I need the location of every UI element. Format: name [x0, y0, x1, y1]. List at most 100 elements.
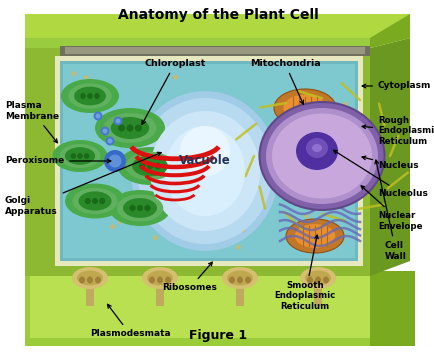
Ellipse shape [87, 277, 93, 283]
Text: Golgi
Apparatus: Golgi Apparatus [5, 152, 161, 216]
Ellipse shape [93, 111, 102, 120]
Bar [156, 276, 164, 306]
Ellipse shape [74, 87, 106, 105]
Ellipse shape [65, 183, 125, 219]
Bar [236, 276, 243, 306]
Ellipse shape [118, 124, 125, 132]
Ellipse shape [84, 153, 89, 159]
Polygon shape [25, 14, 409, 38]
Ellipse shape [118, 219, 122, 224]
Text: Anatomy of the Plant Cell: Anatomy of the Plant Cell [117, 8, 318, 22]
Ellipse shape [75, 83, 80, 88]
Ellipse shape [141, 267, 178, 289]
Ellipse shape [125, 152, 174, 180]
Ellipse shape [77, 271, 103, 286]
Text: Chloroplast: Chloroplast [141, 59, 205, 124]
Text: Figure 1: Figure 1 [188, 329, 247, 342]
Ellipse shape [80, 93, 86, 99]
Polygon shape [25, 38, 409, 48]
Ellipse shape [100, 126, 109, 136]
Ellipse shape [154, 163, 161, 169]
Ellipse shape [100, 161, 105, 166]
Ellipse shape [294, 224, 335, 248]
Ellipse shape [322, 277, 328, 283]
Ellipse shape [138, 163, 145, 169]
Ellipse shape [235, 245, 240, 250]
Ellipse shape [135, 124, 141, 132]
Ellipse shape [111, 117, 149, 139]
Bar [60, 61, 357, 261]
Ellipse shape [180, 126, 230, 176]
Ellipse shape [87, 93, 93, 99]
Ellipse shape [102, 129, 107, 134]
Ellipse shape [147, 271, 173, 286]
Ellipse shape [104, 150, 126, 172]
Ellipse shape [117, 147, 182, 185]
Ellipse shape [131, 91, 278, 251]
Ellipse shape [150, 111, 260, 231]
Ellipse shape [94, 93, 100, 99]
Text: Smooth
Endoplasmic
Reticulum: Smooth Endoplasmic Reticulum [274, 235, 335, 311]
Ellipse shape [95, 114, 100, 119]
Ellipse shape [84, 75, 89, 80]
Ellipse shape [139, 129, 145, 134]
Ellipse shape [265, 108, 377, 204]
Text: Rough
Endoplasmic
Reticulum: Rough Endoplasmic Reticulum [362, 116, 434, 146]
Text: Nucleus: Nucleus [361, 156, 418, 171]
Ellipse shape [72, 267, 108, 289]
Ellipse shape [311, 144, 321, 152]
Bar [63, 64, 354, 258]
Ellipse shape [79, 277, 85, 283]
Ellipse shape [77, 153, 82, 159]
Ellipse shape [95, 277, 101, 283]
Ellipse shape [146, 163, 153, 169]
Ellipse shape [237, 120, 243, 125]
Ellipse shape [53, 140, 107, 172]
Ellipse shape [196, 106, 201, 111]
Ellipse shape [305, 138, 327, 158]
Text: Plasmodesmata: Plasmodesmata [89, 304, 170, 339]
Ellipse shape [222, 219, 227, 224]
Ellipse shape [126, 124, 133, 132]
Ellipse shape [68, 83, 112, 109]
Polygon shape [65, 47, 364, 54]
Ellipse shape [312, 160, 367, 192]
Ellipse shape [306, 277, 312, 283]
Ellipse shape [244, 277, 250, 283]
Ellipse shape [239, 221, 244, 226]
Polygon shape [25, 48, 369, 276]
Ellipse shape [152, 155, 158, 160]
Text: Cytoplasm: Cytoplasm [362, 82, 431, 90]
Bar [86, 276, 94, 306]
Ellipse shape [320, 165, 358, 187]
Ellipse shape [221, 267, 257, 289]
Ellipse shape [129, 205, 135, 211]
Ellipse shape [113, 116, 122, 126]
Ellipse shape [108, 155, 121, 168]
Text: Nucleolus: Nucleolus [333, 150, 427, 199]
Ellipse shape [304, 214, 309, 219]
Ellipse shape [228, 277, 234, 283]
Ellipse shape [149, 277, 155, 283]
Ellipse shape [105, 136, 114, 146]
Text: Mitochondria: Mitochondria [249, 59, 319, 104]
Ellipse shape [85, 198, 91, 204]
Ellipse shape [314, 277, 320, 283]
Ellipse shape [189, 199, 194, 204]
Text: Ribosomes: Ribosomes [162, 262, 217, 293]
Ellipse shape [283, 95, 326, 121]
Ellipse shape [227, 271, 253, 286]
Ellipse shape [123, 198, 157, 218]
Ellipse shape [104, 113, 156, 143]
Text: Vacuole: Vacuole [179, 155, 230, 168]
Ellipse shape [61, 79, 119, 113]
Ellipse shape [78, 192, 111, 211]
Ellipse shape [99, 198, 105, 204]
Ellipse shape [95, 108, 164, 148]
Polygon shape [60, 46, 369, 56]
Ellipse shape [271, 114, 371, 199]
Bar [313, 276, 321, 306]
Ellipse shape [132, 156, 168, 177]
Text: Cell
Wall: Cell Wall [374, 160, 406, 261]
Text: Plasma
Membrane: Plasma Membrane [5, 101, 59, 143]
